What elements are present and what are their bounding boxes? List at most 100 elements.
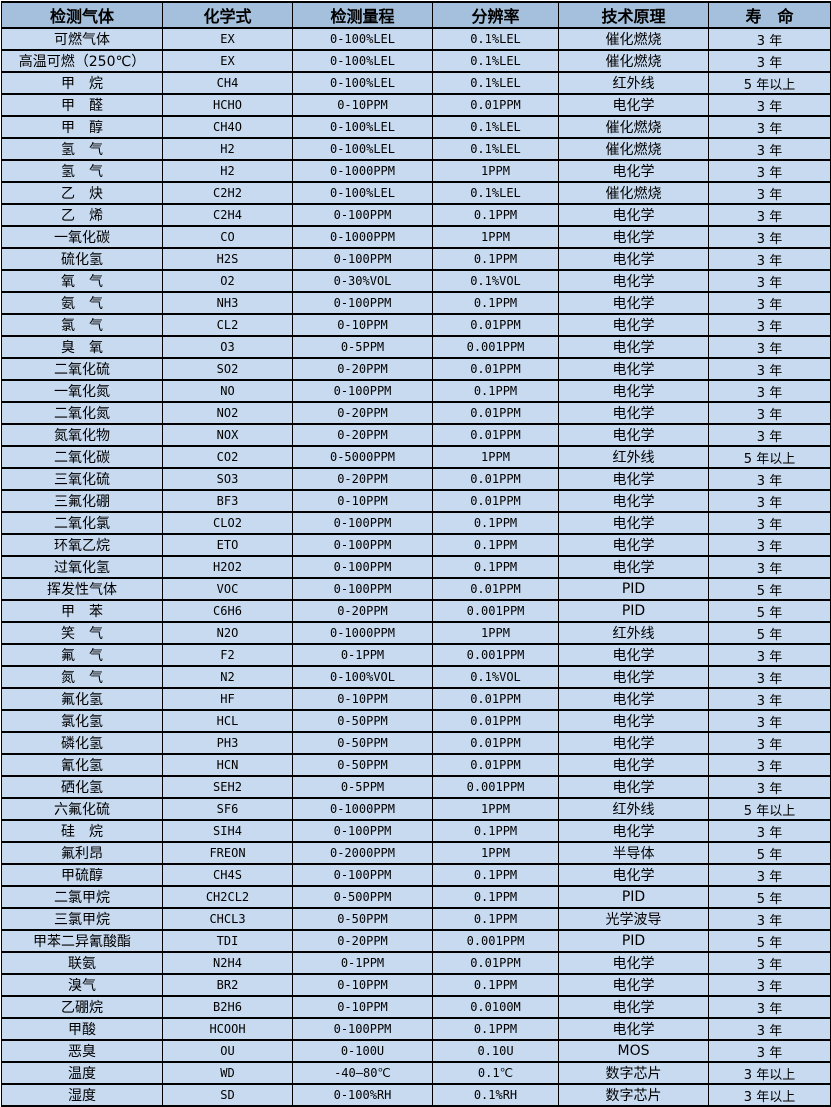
table-row: 高温可燃（250℃） EX 0-100%LEL 0.1%LEL 催化燃烧 3 年 (1, 49, 831, 73)
cell-resolution: 1PPM (432, 797, 559, 821)
cell-formula: CH4O (162, 115, 293, 139)
cell-principle: PID (558, 577, 709, 601)
cell-lifespan: 3 年 (708, 203, 831, 227)
cell-formula: C6H6 (162, 599, 293, 623)
cell-gas: 甲 烷 (1, 71, 163, 95)
cell-gas: 氟化氢 (1, 687, 163, 711)
cell-range: 0-1PPM (292, 643, 433, 667)
cell-lifespan: 3 年 (708, 1039, 831, 1063)
cell-resolution: 0.1PPM (432, 819, 559, 843)
cell-principle: 电化学 (558, 995, 709, 1019)
table-row: 硅 烷 SIH4 0-100PPM 0.1PPM 电化学 3 年 (1, 819, 831, 843)
cell-gas: 三氯甲烷 (1, 907, 163, 931)
cell-lifespan: 3 年 (708, 401, 831, 425)
cell-principle: 电化学 (558, 423, 709, 447)
cell-resolution: 0.01PPM (432, 357, 559, 381)
cell-formula: CH4 (162, 71, 293, 95)
cell-resolution: 0.001PPM (432, 599, 559, 623)
cell-range: 0-100U (292, 1039, 433, 1063)
cell-range: 0-20PPM (292, 599, 433, 623)
table-row: 臭 氧 O3 0-5PPM 0.001PPM 电化学 3 年 (1, 335, 831, 359)
cell-principle: MOS (558, 1039, 709, 1063)
cell-principle: 电化学 (558, 357, 709, 381)
cell-gas: 氯 气 (1, 313, 163, 337)
cell-lifespan: 3 年 (708, 335, 831, 359)
cell-lifespan: 3 年 (708, 907, 831, 931)
cell-range: 0-2000PPM (292, 841, 433, 865)
cell-resolution: 0.1%LEL (432, 181, 559, 205)
cell-resolution: 0.01PPM (432, 709, 559, 733)
cell-lifespan: 5 年 (708, 599, 831, 623)
cell-range: 0-10PPM (292, 489, 433, 513)
cell-resolution: 0.1%LEL (432, 49, 559, 73)
cell-lifespan: 3 年 (708, 995, 831, 1019)
cell-gas: 环氧乙烷 (1, 533, 163, 557)
cell-resolution: 0.1%VOL (432, 665, 559, 689)
table-row: 笑 气 N2O 0-1000PPM 1PPM 红外线 5 年 (1, 621, 831, 645)
cell-gas: 溴气 (1, 973, 163, 997)
table-row: 三氯甲烷 CHCL3 0-50PPM 0.1PPM 光学波导 3 年 (1, 907, 831, 931)
cell-resolution: 1PPM (432, 841, 559, 865)
cell-formula: ETO (162, 533, 293, 557)
cell-principle: 电化学 (558, 225, 709, 249)
cell-range: 0-20PPM (292, 423, 433, 447)
cell-gas: 硫化氢 (1, 247, 163, 271)
cell-resolution: 0.01PPM (432, 731, 559, 755)
cell-lifespan: 3 年 (708, 973, 831, 997)
cell-lifespan: 3 年 (708, 313, 831, 337)
cell-gas: 三氟化硼 (1, 489, 163, 513)
cell-formula: C2H4 (162, 203, 293, 227)
cell-resolution: 0.1PPM (432, 885, 559, 909)
cell-lifespan: 3 年 (708, 1017, 831, 1041)
cell-resolution: 0.10U (432, 1039, 559, 1063)
table-row: 环氧乙烷 ETO 0-100PPM 0.1PPM 电化学 3 年 (1, 533, 831, 557)
cell-gas: 氮 气 (1, 665, 163, 689)
cell-lifespan: 5 年以上 (708, 797, 831, 821)
cell-gas: 硒化氢 (1, 775, 163, 799)
cell-gas: 三氧化硫 (1, 467, 163, 491)
cell-gas: 甲 醇 (1, 115, 163, 139)
cell-principle: 电化学 (558, 951, 709, 975)
cell-resolution: 1PPM (432, 159, 559, 183)
cell-gas: 高温可燃（250℃） (1, 49, 163, 73)
cell-resolution: 0.001PPM (432, 643, 559, 667)
column-header-lifespan: 寿 命 (708, 1, 831, 29)
cell-lifespan: 5 年以上 (708, 445, 831, 469)
cell-principle: 催化燃烧 (558, 27, 709, 51)
cell-range: 0-100PPM (292, 203, 433, 227)
cell-principle: PID (558, 885, 709, 909)
cell-resolution: 1PPM (432, 445, 559, 469)
cell-lifespan: 3 年 (708, 731, 831, 755)
cell-formula: H2 (162, 137, 293, 161)
cell-lifespan: 5 年 (708, 577, 831, 601)
cell-formula: BF3 (162, 489, 293, 513)
table-row: 过氧化氢 H2O2 0-100PPM 0.1PPM 电化学 3 年 (1, 555, 831, 579)
cell-formula: N2H4 (162, 951, 293, 975)
cell-formula: HF (162, 687, 293, 711)
cell-range: 0-10PPM (292, 313, 433, 337)
cell-principle: 催化燃烧 (558, 49, 709, 73)
table-row: 联氨 N2H4 0-1PPM 0.01PPM 电化学 3 年 (1, 951, 831, 975)
cell-formula: SO3 (162, 467, 293, 491)
table-row: 三氧化硫 SO3 0-20PPM 0.01PPM 电化学 3 年 (1, 467, 831, 491)
table-row: 氨 气 NH3 0-100PPM 0.1PPM 电化学 3 年 (1, 291, 831, 315)
table-row: 硫化氢 H2S 0-100PPM 0.1PPM 电化学 3 年 (1, 247, 831, 271)
cell-principle: 电化学 (558, 863, 709, 887)
cell-lifespan: 3 年 (708, 357, 831, 381)
table-row: 乙硼烷 B2H6 0-10PPM 0.0100M 电化学 3 年 (1, 995, 831, 1019)
cell-principle: 电化学 (558, 687, 709, 711)
table-row: 氮 气 N2 0-100%VOL 0.1%VOL 电化学 3 年 (1, 665, 831, 689)
table-row: 乙 烯 C2H4 0-100PPM 0.1PPM 电化学 3 年 (1, 203, 831, 227)
cell-resolution: 0.1℃ (432, 1061, 559, 1085)
cell-resolution: 0.1PPM (432, 1017, 559, 1041)
cell-formula: SO2 (162, 357, 293, 381)
cell-resolution: 0.001PPM (432, 775, 559, 799)
cell-range: 0-20PPM (292, 401, 433, 425)
cell-gas: 六氟化硫 (1, 797, 163, 821)
cell-range: 0-10PPM (292, 995, 433, 1019)
cell-range: 0-100PPM (292, 1017, 433, 1041)
cell-formula: F2 (162, 643, 293, 667)
cell-range: 0-100PPM (292, 511, 433, 535)
cell-resolution: 0.01PPM (432, 687, 559, 711)
